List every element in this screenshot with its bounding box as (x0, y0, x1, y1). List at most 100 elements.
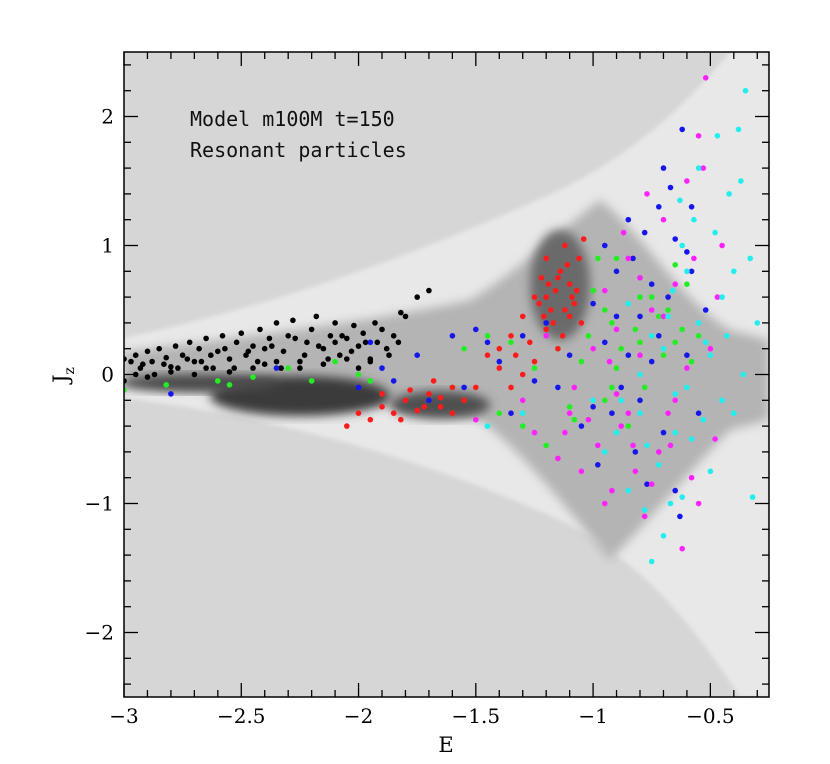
data-point-s2-6 (414, 352, 421, 359)
data-point-s1-4 (250, 374, 256, 380)
data-point-s5-45 (714, 133, 721, 139)
y-axis-title-sub: z (62, 367, 78, 374)
data-point-s0-11 (186, 339, 193, 346)
data-point-s5-32 (695, 320, 702, 326)
data-point-s2-38 (695, 410, 702, 417)
x-tick-label-4: −1 (578, 704, 607, 728)
data-point-s0-19 (233, 339, 240, 346)
data-point-s5-49 (677, 197, 683, 204)
data-point-s2-52 (688, 204, 695, 210)
data-point-s5-9 (656, 462, 662, 468)
data-point-s3-8 (437, 404, 444, 410)
data-point-s5-47 (667, 500, 674, 507)
data-point-s2-42 (648, 281, 655, 288)
data-point-s5-18 (707, 468, 714, 475)
data-point-s2-4 (379, 365, 385, 371)
data-point-s4-3 (543, 333, 549, 339)
data-point-s3-3 (379, 404, 385, 410)
data-point-s1-13 (496, 410, 503, 417)
data-point-s3-22 (562, 242, 568, 249)
data-point-s5-31 (684, 384, 690, 391)
data-point-s0-67 (175, 365, 181, 371)
density-map (124, 52, 769, 697)
data-point-s4-10 (609, 487, 615, 494)
data-point-s2-35 (679, 126, 685, 133)
data-point-s2-23 (609, 410, 615, 417)
data-point-s5-36 (738, 178, 744, 184)
data-point-s5-0 (484, 423, 491, 429)
x-tick-label-1: −2.5 (217, 704, 266, 728)
data-point-s3-47 (562, 307, 568, 313)
data-point-s0-34 (320, 345, 327, 352)
data-point-s5-1 (519, 410, 526, 417)
data-point-s2-13 (508, 410, 514, 417)
data-point-s3-21 (557, 268, 564, 275)
data-point-s1-16 (531, 365, 538, 371)
data-point-s0-82 (348, 348, 355, 355)
data-point-s5-5 (625, 487, 632, 494)
data-point-s0-20 (238, 330, 245, 337)
data-point-s1-29 (637, 294, 643, 300)
data-point-s5-19 (712, 229, 718, 236)
data-point-s1-42 (613, 365, 620, 371)
data-point-s5-2 (590, 397, 596, 404)
data-point-s0-61 (344, 356, 350, 362)
data-point-s0-26 (273, 320, 280, 326)
data-point-s5-13 (679, 494, 685, 500)
data-point-s5-33 (707, 352, 714, 359)
data-point-s2-45 (684, 249, 690, 255)
data-point-s0-7 (163, 354, 169, 361)
data-point-s5-39 (637, 371, 643, 378)
data-point-s4-19 (660, 216, 667, 223)
data-point-s5-23 (735, 126, 742, 133)
data-point-s0-4 (144, 348, 151, 355)
data-point-s5-29 (648, 558, 655, 565)
data-point-s0-59 (297, 365, 303, 371)
data-point-s4-36 (684, 365, 690, 371)
data-point-s1-2 (215, 378, 221, 384)
data-point-s1-7 (332, 358, 338, 365)
data-point-s3-49 (398, 416, 404, 423)
data-point-s5-44 (700, 416, 707, 423)
data-point-s0-29 (290, 317, 296, 324)
data-point-s1-41 (585, 333, 592, 339)
data-point-s0-80 (325, 356, 331, 362)
data-point-s4-34 (660, 313, 667, 320)
data-point-s1-37 (684, 281, 690, 288)
data-point-s4-45 (700, 165, 707, 171)
data-point-s5-26 (754, 320, 761, 326)
data-point-s0-8 (168, 364, 174, 370)
y-tick-label-4: 2 (101, 105, 114, 129)
data-point-s0-69 (198, 358, 205, 365)
data-point-s5-10 (660, 533, 667, 539)
data-point-s1-15 (519, 423, 526, 429)
data-point-s0-14 (203, 335, 209, 342)
scatter-points (124, 75, 761, 565)
data-point-s0-49 (414, 294, 421, 300)
data-point-s0-12 (191, 358, 198, 365)
data-point-s0-6 (156, 345, 162, 352)
data-point-s5-11 (665, 313, 671, 320)
data-point-s5-40 (618, 397, 624, 404)
data-point-s4-7 (590, 345, 596, 352)
data-point-s4-6 (578, 468, 585, 475)
data-point-s0-73 (245, 348, 252, 355)
data-point-s5-42 (691, 216, 697, 223)
data-point-s0-15 (210, 365, 216, 371)
data-point-s0-65 (151, 371, 158, 378)
data-point-s5-14 (684, 268, 690, 275)
data-point-s1-36 (679, 326, 685, 333)
data-point-s4-32 (637, 275, 643, 281)
data-point-s3-24 (571, 300, 578, 307)
y-axis-title-main: J (49, 374, 73, 384)
data-point-s4-5 (566, 410, 573, 417)
data-point-s5-4 (613, 429, 620, 436)
data-point-s1-21 (590, 287, 596, 294)
data-point-s0-55 (203, 365, 209, 371)
data-point-s4-47 (585, 416, 592, 423)
density-core-tail (124, 374, 280, 392)
data-point-s2-30 (648, 358, 655, 365)
data-point-s0-83 (362, 339, 369, 346)
data-point-s2-51 (677, 513, 683, 520)
